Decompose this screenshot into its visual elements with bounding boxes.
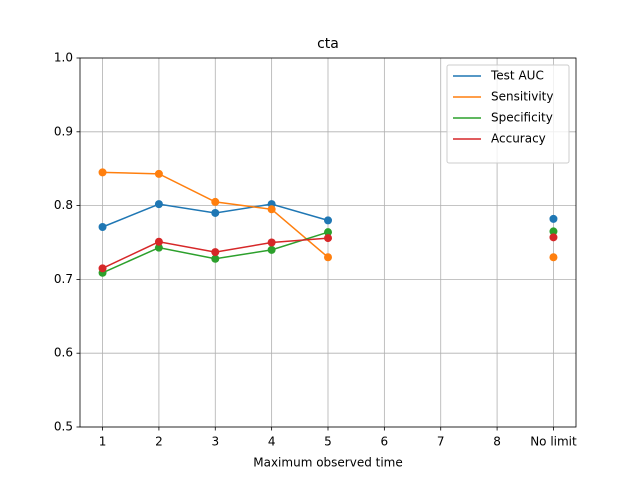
x-tick-label: 4 xyxy=(268,435,276,449)
y-tick-label: 0.6 xyxy=(54,346,73,360)
data-point xyxy=(324,216,332,225)
data-point xyxy=(98,223,107,232)
y-tick-label: 0.5 xyxy=(54,420,73,434)
legend-label: Test AUC xyxy=(490,69,544,83)
legend-label: Specificity xyxy=(491,111,553,125)
chart-title: cta xyxy=(317,36,339,52)
x-tick-label: No limit xyxy=(530,435,577,449)
x-tick-label: 2 xyxy=(155,435,163,449)
y-tick-label: 1.0 xyxy=(54,51,73,65)
x-tick-label: 5 xyxy=(324,435,332,449)
data-point xyxy=(98,264,107,273)
plot-frame xyxy=(79,57,577,428)
y-tick-label: 0.7 xyxy=(54,272,73,286)
legend-label: Accuracy xyxy=(491,132,546,146)
legend-label: Sensitivity xyxy=(491,90,553,104)
data-point xyxy=(211,248,220,257)
data-point xyxy=(267,245,276,254)
data-point xyxy=(549,253,558,262)
data-point xyxy=(549,214,558,223)
data-point xyxy=(211,208,220,217)
x-tick-label: 7 xyxy=(437,435,445,449)
data-point xyxy=(211,197,220,206)
y-tick-label: 0.9 xyxy=(54,124,73,138)
x-tick-label: 6 xyxy=(381,435,389,449)
data-point xyxy=(267,205,276,214)
data-point xyxy=(549,233,558,242)
data-point xyxy=(549,227,558,236)
x-tick-label: 3 xyxy=(211,435,219,449)
data-point xyxy=(324,234,332,243)
data-point xyxy=(211,254,220,263)
data-point xyxy=(324,228,332,237)
y-tick-label: 0.8 xyxy=(54,198,73,212)
x-tick-label: 8 xyxy=(493,435,501,449)
data-point xyxy=(154,169,163,178)
data-point xyxy=(267,238,276,247)
x-tick-label: 1 xyxy=(99,435,107,449)
x-axis-label: Maximum observed time xyxy=(253,456,403,470)
data-point xyxy=(154,237,163,246)
data-point xyxy=(154,243,163,252)
data-point xyxy=(154,200,163,209)
data-point xyxy=(324,253,332,262)
data-point xyxy=(98,168,107,177)
